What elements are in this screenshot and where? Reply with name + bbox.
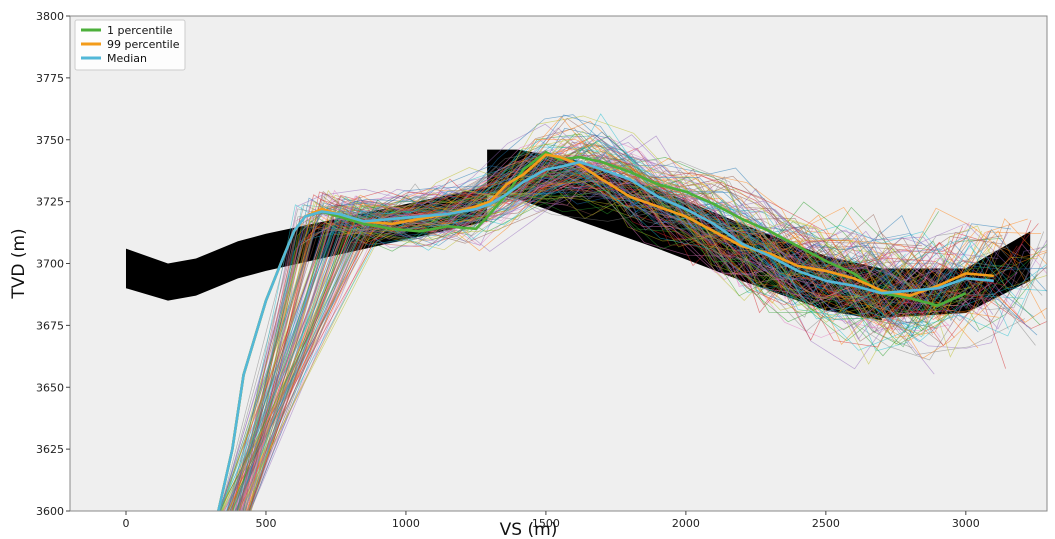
x-tick-label: 1500: [532, 517, 560, 530]
x-tick-label: 1000: [392, 517, 420, 530]
series-line-median: [217, 160, 994, 511]
y-tick-label: 3650: [36, 381, 64, 394]
y-tick-label: 3750: [36, 134, 64, 147]
realization-line: [240, 136, 978, 511]
x-tick-label: 500: [255, 517, 276, 530]
x-tick-label: 0: [122, 517, 129, 530]
x-tick-label: 2500: [812, 517, 840, 530]
x-ticks: 0 500 1000 1500 2000 2500 3000: [122, 511, 980, 530]
realization-line: [241, 140, 1017, 511]
realization-line: [238, 171, 1026, 511]
realization-line: [237, 149, 927, 511]
legend-label: 99 percentile: [107, 38, 180, 51]
x-axis-title: VS (m): [500, 520, 558, 539]
realization-line: [241, 172, 950, 511]
realization-line: [220, 114, 936, 511]
realization-line: [240, 159, 1028, 511]
y-tick-label: 3675: [36, 319, 64, 332]
y-tick-label: 3775: [36, 72, 64, 85]
series-layer: [217, 150, 994, 511]
y-tick-label: 3600: [36, 505, 64, 518]
y-ticks: 3600 3625 3650 3675 3700 3725 3750 3775 3800: [36, 10, 70, 518]
x-tick-label: 2000: [672, 517, 700, 530]
realization-line: [235, 184, 1038, 511]
realization-line: [234, 147, 990, 511]
realization-line: [240, 153, 983, 511]
legend-box: [74, 19, 186, 71]
y-tick-label: 3625: [36, 443, 64, 456]
y-axis-title: TVD (m): [9, 228, 29, 299]
realization-line: [236, 193, 900, 511]
realization-line: [218, 116, 927, 511]
x-tick-label: 3000: [952, 517, 980, 530]
realization-line: [243, 155, 917, 511]
legend-label: Median: [107, 52, 147, 65]
realization-line: [248, 155, 969, 511]
realization-line: [218, 166, 888, 511]
realization-line: [241, 155, 955, 511]
realization-line: [229, 171, 1015, 511]
y-tick-label: 3800: [36, 10, 64, 23]
realization-line: [218, 157, 1047, 511]
legend-label: 1 percentile: [107, 24, 173, 37]
y-tick-label: 3700: [36, 258, 64, 271]
y-tick-label: 3725: [36, 196, 64, 209]
